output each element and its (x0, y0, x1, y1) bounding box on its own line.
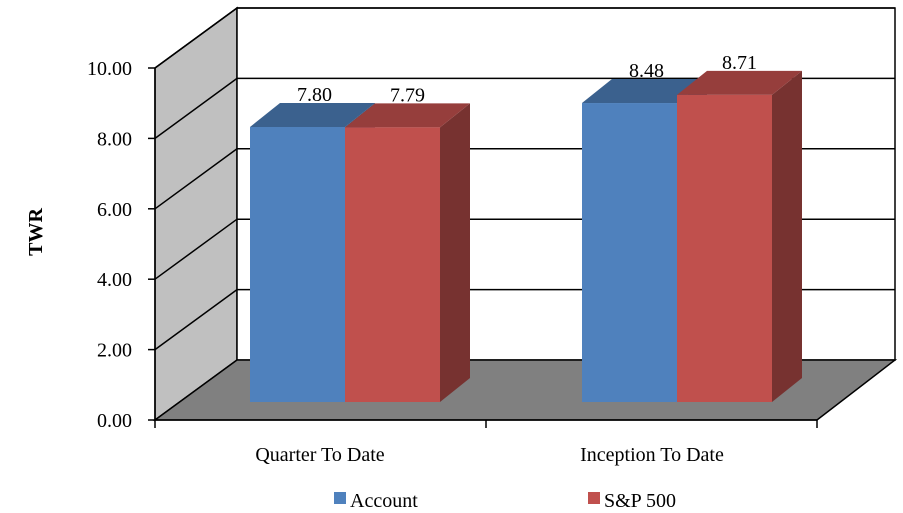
value-label-1-0: 8.48 (629, 60, 664, 82)
bar-0-1 (345, 127, 440, 402)
y-tick-label-0: 0.00 (97, 410, 132, 432)
y-tick-labels: 0.00 2.00 4.00 6.00 8.00 10.00 (87, 58, 132, 432)
gridline-4 (154, 77, 895, 140)
legend-label-account: Account (350, 490, 418, 512)
y-tick-label-2: 4.00 (97, 269, 132, 291)
side-wall (154, 6, 238, 422)
category-label-1: Inception To Date (580, 444, 724, 466)
value-label-1-1: 8.71 (722, 52, 757, 74)
y-tick-label-3: 6.00 (97, 199, 132, 221)
value-label-0-1: 7.79 (390, 84, 425, 106)
value-labels: 7.80 7.79 8.48 8.71 (297, 52, 757, 106)
y-tick-label-5: 10.00 (87, 58, 132, 80)
x-axis (154, 419, 818, 428)
legend: Account S&P 500 (334, 490, 676, 512)
y-tick-label-1: 2.00 (97, 340, 132, 362)
bar-0-0 (250, 127, 345, 402)
y-tick-label-4: 8.00 (97, 128, 132, 150)
bar-top-0-1 (345, 103, 470, 128)
bar-top-0-0 (250, 103, 375, 127)
bar-1-1 (677, 94, 772, 403)
legend-swatch-sp500 (588, 492, 600, 504)
value-label-0-0: 7.80 (297, 84, 332, 106)
y-axis-label: TWR (25, 208, 47, 256)
bar-top-1-0 (582, 79, 707, 104)
y-axis (148, 67, 156, 421)
legend-label-sp500: S&P 500 (604, 490, 676, 512)
bar-1-0 (582, 103, 677, 403)
gridline-5 (154, 7, 895, 69)
bar-side-0-1 (440, 103, 470, 402)
legend-swatch-account (334, 492, 346, 504)
category-label-0: Quarter To Date (255, 444, 384, 466)
bar-top-1-1 (677, 70, 802, 95)
bars (250, 70, 802, 403)
bar-side-1-1 (772, 70, 802, 403)
